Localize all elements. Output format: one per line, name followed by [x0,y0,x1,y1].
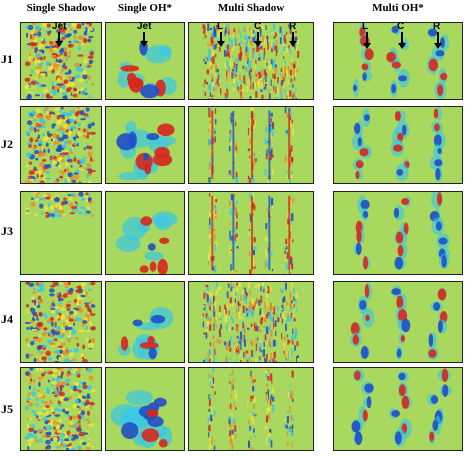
l-marker-multi-oh: L [362,21,369,32]
panel-j1-single-shadow [20,22,102,100]
panel-j3-single-shadow [20,191,102,275]
row-label-j5: J5 [1,402,13,416]
panel-j1-multi-oh [333,22,463,100]
panel-j4-multi-shadow [188,281,314,363]
panel-j2-single-shadow [20,106,102,184]
panel-j2-multi-shadow [188,106,314,184]
panel-j4-single-shadow [20,281,102,363]
r-arrow-multi-oh [434,32,442,49]
jet-arrow-single-oh [140,32,148,47]
row-label-j4: J4 [1,312,13,326]
row-label-j1: J1 [1,52,13,66]
row-label-j3: J3 [1,224,13,238]
r-marker-multi-oh: R [433,21,441,32]
panel-j4-multi-oh [333,281,463,363]
panel-j1-multi-shadow [188,22,314,100]
c-marker-multi-shadow: C [254,21,262,32]
panel-j3-single-oh [105,191,185,275]
panel-j5-single-oh [105,367,185,451]
panel-j2-single-oh [105,106,185,184]
c-arrow-multi-shadow [254,32,262,47]
panel-j3-multi-shadow [188,191,314,275]
l-arrow-multi-shadow [217,32,225,47]
c-arrow-multi-oh [398,32,406,49]
panel-j4-single-oh [105,281,185,363]
panel-j5-multi-shadow [188,367,314,451]
jet-marker-single-oh: Jet [137,21,152,32]
panel-j3-multi-oh [333,191,463,275]
header-single-shadow: Single Shadow [26,2,96,14]
header-single-oh: Single OH* [117,2,173,14]
jet-arrow-single-shadow [55,32,63,47]
r-arrow-multi-shadow [289,32,297,47]
l-arrow-multi-oh [363,32,371,49]
panel-j1-single-oh [105,22,185,100]
panel-j2-multi-oh [333,106,463,184]
jet-marker-single-shadow: Jet [52,21,67,32]
header-multi-oh: Multi OH* [372,2,424,14]
panel-j5-multi-oh [333,367,463,451]
row-label-j2: J2 [1,137,13,151]
panel-j5-single-shadow [20,367,102,451]
header-multi-shadow: Multi Shadow [217,2,285,14]
c-marker-multi-oh: C [397,21,405,32]
r-marker-multi-shadow: R [289,21,297,32]
l-marker-multi-shadow: L [217,21,224,32]
